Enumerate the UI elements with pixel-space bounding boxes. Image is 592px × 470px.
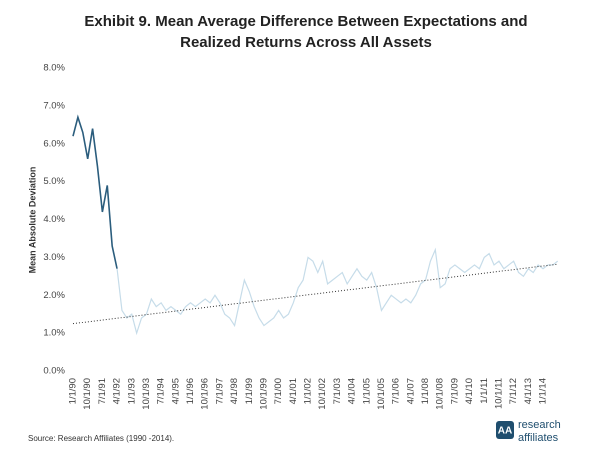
logo: AA research affiliates bbox=[496, 419, 561, 444]
x-tick-label: 10/1/08 bbox=[435, 378, 446, 410]
series-line bbox=[116, 247, 559, 336]
x-tick-label: 1/1/08 bbox=[420, 378, 431, 404]
y-tick-label: 3.0% bbox=[43, 252, 65, 263]
y-axis-label: Mean Absolute Deviation bbox=[27, 167, 37, 274]
x-tick-label: 10/1/05 bbox=[376, 378, 387, 410]
logo-icon bbox=[496, 421, 514, 439]
y-tick-label: 1.0% bbox=[43, 328, 65, 339]
x-tick-label: 10/1/96 bbox=[200, 378, 211, 410]
x-tick-label: 4/1/95 bbox=[170, 378, 181, 404]
x-tick-label: 7/1/12 bbox=[508, 378, 519, 404]
chart-title: Realized Returns Across All Assets bbox=[180, 34, 432, 51]
logo-text: research bbox=[518, 419, 561, 431]
x-tick-label: 10/1/02 bbox=[317, 378, 328, 410]
x-tick-label: 10/1/11 bbox=[493, 378, 504, 409]
x-tick-label: 10/1/93 bbox=[141, 378, 152, 410]
x-tick-label: 1/1/05 bbox=[361, 378, 372, 404]
x-tick-label: 4/1/01 bbox=[288, 378, 299, 404]
x-tick-label: 4/1/07 bbox=[405, 378, 416, 404]
x-tick-label: 1/1/11 bbox=[479, 378, 490, 404]
x-tick-label: 1/1/93 bbox=[126, 378, 137, 404]
chart-title: Exhibit 9. Mean Average Difference Betwe… bbox=[84, 13, 527, 30]
x-tick-label: 7/1/00 bbox=[273, 378, 284, 404]
y-tick-label: 2.0% bbox=[43, 290, 65, 301]
x-tick-label: 4/1/13 bbox=[523, 378, 534, 404]
y-tick-label: 6.0% bbox=[43, 138, 65, 149]
x-tick-label: 10/1/99 bbox=[258, 378, 269, 410]
x-tick-label: 7/1/91 bbox=[97, 378, 108, 404]
trend-line bbox=[72, 263, 558, 325]
y-tick-label: 8.0% bbox=[43, 63, 65, 74]
x-tick-label: 7/1/94 bbox=[156, 378, 167, 404]
series-line bbox=[72, 114, 118, 269]
x-tick-label: 1/1/90 bbox=[68, 378, 79, 404]
y-tick-label: 7.0% bbox=[43, 100, 65, 111]
x-tick-label: 7/1/03 bbox=[332, 378, 343, 404]
x-tick-label: 7/1/97 bbox=[214, 378, 225, 404]
x-tick-label: 4/1/10 bbox=[464, 378, 475, 404]
x-tick-label: 1/1/02 bbox=[303, 378, 314, 404]
x-tick-label: 4/1/92 bbox=[112, 378, 123, 404]
x-tick-label: 4/1/04 bbox=[347, 378, 358, 404]
x-tick-label: 7/1/09 bbox=[449, 378, 460, 404]
x-tick-label: 10/1/90 bbox=[82, 378, 93, 410]
x-tick-label: 4/1/98 bbox=[229, 378, 240, 404]
y-tick-label: 0.0% bbox=[43, 366, 65, 377]
logo-mark: AA bbox=[498, 426, 512, 437]
source: Source: Research Affiliates (1990 -2014)… bbox=[28, 434, 174, 443]
y-tick-label: 5.0% bbox=[43, 176, 65, 187]
x-tick-label: 1/1/96 bbox=[185, 378, 196, 404]
logo-text: affiliates bbox=[518, 432, 559, 444]
x-tick-label: 1/1/14 bbox=[538, 378, 549, 404]
x-tick-label: 7/1/06 bbox=[391, 378, 402, 404]
x-tick-label: 1/1/99 bbox=[244, 378, 255, 404]
y-tick-label: 4.0% bbox=[43, 214, 65, 225]
